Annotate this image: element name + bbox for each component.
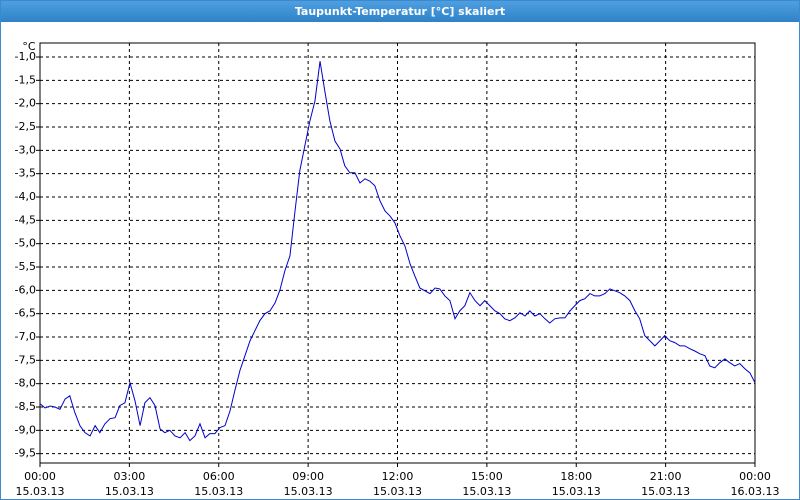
x-tick-date: 15.03.13 [462, 485, 511, 498]
x-tick-label: 09:00 [292, 470, 324, 483]
x-tick-date: 15.03.13 [552, 485, 601, 498]
x-tick-label: 15:00 [471, 470, 503, 483]
x-tick-date: 15.03.13 [373, 485, 422, 498]
y-tick-label: -3,0 [15, 143, 36, 156]
x-tick-date: 15.03.13 [16, 485, 65, 498]
y-tick-label: -9,0 [15, 423, 36, 436]
y-tick-label: -2,5 [15, 120, 36, 133]
x-tick-label: 03:00 [114, 470, 146, 483]
y-tick-label: -1,5 [15, 73, 36, 86]
x-tick-date: 16.03.13 [731, 485, 780, 498]
x-tick-date: 15.03.13 [284, 485, 333, 498]
x-tick-label: 21:00 [650, 470, 682, 483]
y-tick-label: -8,5 [15, 400, 36, 413]
plot-frame [39, 42, 756, 464]
y-tick-label: -4,0 [15, 190, 36, 203]
y-tick-label: -7,0 [15, 330, 36, 343]
line-series [39, 61, 756, 442]
y-tick-label: -1,0 [15, 50, 36, 63]
y-tick-label: -8,0 [15, 377, 36, 390]
x-tick-label: 00:00 [24, 470, 56, 483]
x-tick-date: 15.03.13 [105, 485, 154, 498]
y-tick-label: -3,5 [15, 167, 36, 180]
chart: °C -1,0 -1,5 -2,0 -2,5 -3,0 -3,5 -4,0 -4,5 -5,0 -… [15, 40, 780, 498]
x-tick-date: 15.03.13 [641, 485, 690, 498]
y-tick-label: -9,5 [15, 447, 36, 460]
y-tick-label: -6,5 [15, 307, 36, 320]
y-tick-label: -2,0 [15, 97, 36, 110]
x-tick-label: 12:00 [382, 470, 414, 483]
x-tick-date: 15.03.13 [194, 485, 243, 498]
title-bar: Taupunkt-Temperatur [°C] skaliert [1, 1, 799, 22]
y-tick-label: -4,5 [15, 213, 36, 226]
x-tick-label: 18:00 [560, 470, 592, 483]
y-tick-label: -5,5 [15, 260, 36, 273]
y-tick-label: -6,0 [15, 283, 36, 296]
x-tick-label: 06:00 [203, 470, 235, 483]
y-tick-label: -5,0 [15, 237, 36, 250]
y-unit: °C [22, 40, 36, 53]
x-tick-label: 00:00 [739, 470, 771, 483]
y-tick-label: -7,5 [15, 353, 36, 366]
